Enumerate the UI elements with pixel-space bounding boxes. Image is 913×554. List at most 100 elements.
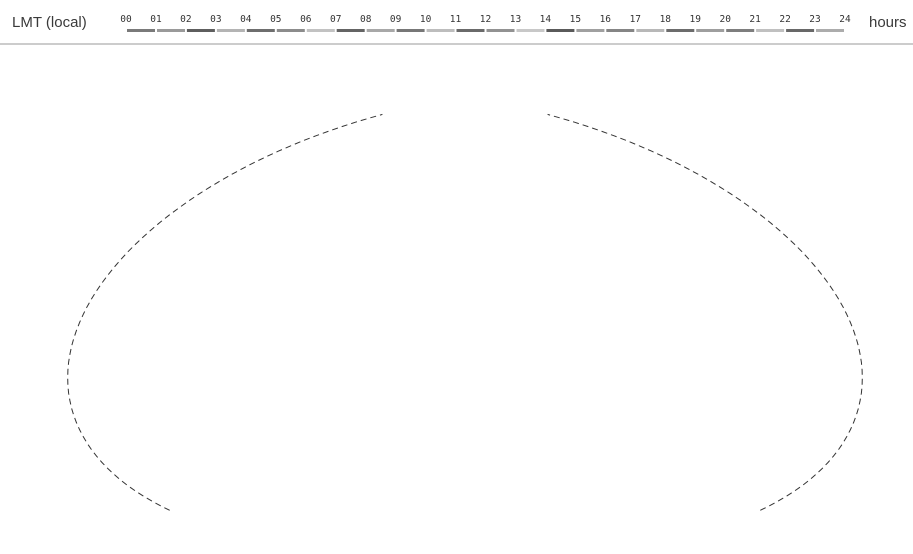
- hour-tick-label: 13: [510, 14, 521, 25]
- latitude-line: [349, 72, 582, 138]
- hour-tick-label: 00: [120, 14, 132, 25]
- coast-japan: [800, 188, 827, 241]
- coast-sri-lanka: [610, 398, 632, 414]
- longitude-line: [356, 69, 449, 88]
- longitude-line: [499, 88, 776, 134]
- orbit-track: [90, 166, 867, 500]
- longitude-line: [495, 105, 810, 541]
- latitude-line: [119, 480, 812, 549]
- longitude-line: [88, 93, 428, 179]
- orbit-track: [75, 177, 838, 494]
- coast-sulawesi: [853, 368, 873, 401]
- hour-tick-label: 09: [390, 14, 402, 25]
- hour-color-bar: [127, 29, 844, 32]
- orbit-track: [56, 194, 863, 442]
- hour-tick-label: 24: [839, 14, 851, 25]
- latitude-line: [23, 365, 907, 482]
- coast-australia: [781, 378, 902, 498]
- hour-bar-segment: [486, 29, 515, 32]
- coast-ireland: [205, 165, 228, 173]
- latitude-line: [120, 121, 809, 273]
- longitude-line: [17, 99, 426, 379]
- hour-tick-label: 12: [480, 14, 491, 25]
- longitude-line: [468, 109, 504, 554]
- latitude-line: [311, 67, 619, 154]
- orbit-track: [24, 199, 904, 537]
- latitude-line: [15, 314, 913, 446]
- coast-scandinavia: [276, 157, 356, 187]
- longitude-line: [502, 102, 888, 481]
- latitude-line: [66, 435, 864, 527]
- hour-bar-segment: [216, 29, 245, 32]
- longitude-line: [504, 100, 908, 418]
- hour-bar-segment: [366, 29, 395, 32]
- longitude-line: [478, 108, 619, 554]
- longitude-line: [310, 74, 443, 89]
- lmt-label: LMT (local): [12, 14, 87, 31]
- orbit-track: [74, 169, 846, 480]
- coast-philippines: [839, 309, 873, 343]
- latitude-line: [30, 235, 899, 384]
- orbit-track: [71, 187, 866, 445]
- hour-bar-segment: [786, 29, 815, 32]
- hour-bar-segment: [666, 29, 695, 32]
- coast-svalbard: [393, 117, 414, 123]
- orbit-track: [27, 260, 911, 394]
- hour-bar-segment: [636, 29, 665, 32]
- longitude-line: [176, 107, 440, 554]
- longitude-line: [501, 91, 808, 153]
- hour-bar-segment: [396, 29, 425, 32]
- coast-black-sea: [290, 236, 356, 261]
- graticule-grid: [15, 63, 913, 554]
- coast-iceland: [265, 123, 288, 134]
- coast-asia-north: [399, 103, 619, 161]
- hour-tick-label: 14: [540, 14, 552, 25]
- coast-madagascar: [345, 486, 390, 524]
- orbit-track: [43, 249, 898, 410]
- hour-tick-label: 06: [300, 14, 312, 25]
- latitude-line: [240, 63, 690, 191]
- hour-bar-segment: [186, 29, 215, 32]
- coast-borneo: [805, 360, 851, 410]
- hour-tick-label: 08: [360, 14, 372, 25]
- hour-bar-segment: [246, 29, 275, 32]
- hour-tick-label: 18: [660, 14, 672, 25]
- orbit-track: [19, 317, 913, 334]
- dashed-meridian-east: [547, 113, 863, 511]
- coast-caspian: [393, 242, 427, 287]
- hour-bar-segment: [576, 29, 605, 32]
- longitude-line: [349, 109, 455, 554]
- longitude-line: [426, 109, 462, 554]
- longitude-line: [15, 98, 426, 337]
- latitude-line: [237, 538, 693, 554]
- longitude-line: [221, 83, 435, 104]
- orbit-track: [19, 283, 903, 376]
- hour-tick-label: 01: [150, 14, 162, 25]
- coast-hainan: [788, 320, 796, 330]
- orbit-track: [63, 199, 855, 463]
- orbit-track: [22, 297, 913, 362]
- hour-tick-label: 11: [450, 14, 462, 25]
- latitude-line: [96, 142, 833, 295]
- coast-java: [787, 423, 826, 430]
- longitude-line: [445, 63, 462, 87]
- longitude-line: [493, 106, 783, 549]
- hour-bar-segment: [726, 29, 755, 32]
- longitude-line: [488, 74, 621, 89]
- lmt-legend: LMT (local) 00 01 02 03 04 05 06 07 08 09 10 11 12 13…: [0, 14, 913, 45]
- longitude-line: [482, 69, 574, 88]
- hour-tick-label: 03: [210, 14, 221, 25]
- coast-arabia-inner: [384, 316, 401, 344]
- coast-british-isles: [203, 158, 253, 188]
- orbit-track: [89, 166, 859, 511]
- longitude-line: [493, 80, 674, 93]
- latitude-line: [75, 166, 854, 318]
- orbit-track: [39, 236, 880, 423]
- hour-tick-label: 05: [270, 14, 281, 25]
- longitude-line: [482, 108, 655, 554]
- orbit-track: [32, 228, 887, 419]
- hour-tick-label: 23: [809, 14, 820, 25]
- coast-greenland: [248, 84, 412, 112]
- longitude-line: [123, 91, 430, 153]
